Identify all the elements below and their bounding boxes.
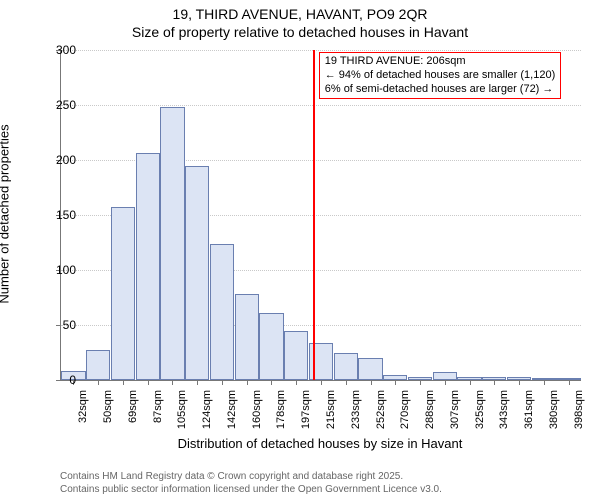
xtick-mark (98, 380, 99, 385)
histogram-bar (86, 350, 110, 380)
xtick-label: 325sqm (474, 390, 486, 440)
xtick-mark (172, 380, 173, 385)
xtick-mark (197, 380, 198, 385)
xtick-mark (123, 380, 124, 385)
xtick-label: 124sqm (201, 390, 213, 440)
xtick-label: 69sqm (127, 390, 139, 440)
histogram-bar (334, 353, 358, 381)
xtick-label: 252sqm (375, 390, 387, 440)
xtick-mark (371, 380, 372, 385)
xtick-label: 398sqm (573, 390, 585, 440)
xtick-label: 178sqm (275, 390, 287, 440)
xtick-mark (395, 380, 396, 385)
footer-line-2: Contains public sector information licen… (60, 484, 442, 497)
gridline-h (61, 50, 581, 51)
x-axis-label: Distribution of detached houses by size … (60, 436, 580, 451)
chart-title-block: 19, THIRD AVENUE, HAVANT, PO9 2QR Size o… (0, 0, 600, 41)
ytick-label: 300 (36, 43, 76, 57)
histogram-bar (259, 313, 283, 380)
xtick-label: 87sqm (152, 390, 164, 440)
xtick-mark (519, 380, 520, 385)
y-axis-label: Number of detached properties (0, 124, 12, 303)
xtick-label: 32sqm (77, 390, 89, 440)
chart-container: Number of detached properties 32sqm50sqm… (0, 44, 600, 454)
xtick-label: 361sqm (523, 390, 535, 440)
ytick-label: 50 (36, 318, 76, 332)
xtick-mark (470, 380, 471, 385)
plot-area: 32sqm50sqm69sqm87sqm105sqm124sqm142sqm16… (60, 50, 581, 381)
reference-vline (313, 50, 315, 380)
gridline-h (61, 105, 581, 106)
ytick-label: 0 (36, 373, 76, 387)
histogram-bar (160, 107, 184, 380)
attribution-footer: Contains HM Land Registry data © Crown c… (60, 471, 442, 496)
chart-title-sub: Size of property relative to detached ho… (0, 24, 600, 42)
histogram-bar (358, 358, 382, 380)
chart-title-main: 19, THIRD AVENUE, HAVANT, PO9 2QR (0, 6, 600, 24)
histogram-bar (185, 166, 209, 381)
footer-line-1: Contains HM Land Registry data © Crown c… (60, 471, 442, 484)
xtick-mark (296, 380, 297, 385)
xtick-label: 270sqm (399, 390, 411, 440)
xtick-mark (445, 380, 446, 385)
histogram-bar (210, 244, 234, 380)
xtick-mark (420, 380, 421, 385)
xtick-mark (569, 380, 570, 385)
xtick-label: 288sqm (424, 390, 436, 440)
annotation-line-2: ← 94% of detached houses are smaller (1,… (325, 69, 556, 83)
xtick-label: 160sqm (251, 390, 263, 440)
ytick-label: 200 (36, 153, 76, 167)
xtick-mark (247, 380, 248, 385)
histogram-bar (235, 294, 259, 380)
xtick-label: 142sqm (226, 390, 238, 440)
xtick-mark (222, 380, 223, 385)
histogram-bar (136, 153, 160, 380)
xtick-label: 50sqm (102, 390, 114, 440)
annotation-line-1: 19 THIRD AVENUE: 206sqm (325, 55, 556, 69)
ytick-label: 150 (36, 208, 76, 222)
histogram-bar (433, 372, 457, 380)
xtick-label: 343sqm (498, 390, 510, 440)
ytick-label: 100 (36, 263, 76, 277)
xtick-mark (494, 380, 495, 385)
xtick-label: 380sqm (548, 390, 560, 440)
xtick-label: 233sqm (350, 390, 362, 440)
xtick-label: 215sqm (325, 390, 337, 440)
xtick-mark (321, 380, 322, 385)
ytick-label: 250 (36, 98, 76, 112)
xtick-mark (346, 380, 347, 385)
annotation-box: 19 THIRD AVENUE: 206sqm← 94% of detached… (319, 52, 562, 99)
xtick-mark (544, 380, 545, 385)
xtick-label: 197sqm (300, 390, 312, 440)
histogram-bar (284, 331, 308, 381)
xtick-mark (271, 380, 272, 385)
xtick-mark (148, 380, 149, 385)
histogram-bar (111, 207, 135, 380)
xtick-label: 105sqm (176, 390, 188, 440)
xtick-label: 307sqm (449, 390, 461, 440)
annotation-line-3: 6% of semi-detached houses are larger (7… (325, 83, 556, 97)
